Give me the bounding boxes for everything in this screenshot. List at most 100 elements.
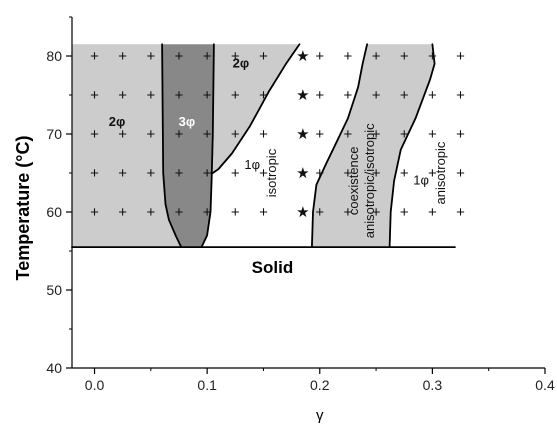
plus-marker-1: + <box>90 87 99 104</box>
region-label-0: 2φ <box>109 114 126 129</box>
plus-marker-39: + <box>315 204 324 221</box>
y-tick-label-4: 80 <box>46 48 62 64</box>
plus-marker-16: + <box>175 87 184 104</box>
plus-marker-59: + <box>428 204 437 221</box>
plus-marker-58: + <box>428 165 437 182</box>
plus-marker-64: + <box>456 204 465 221</box>
plus-marker-45: + <box>372 48 381 65</box>
plus-marker-26: + <box>231 87 240 104</box>
star-marker-4: ★ <box>296 204 309 221</box>
x-tick-label-3: 0.3 <box>423 377 443 393</box>
star-marker-3: ★ <box>296 165 309 182</box>
plus-marker-15: + <box>175 48 184 65</box>
plus-marker-19: + <box>175 204 184 221</box>
plus-marker-17: + <box>175 126 184 143</box>
plus-marker-50: + <box>400 48 409 65</box>
plus-marker-23: + <box>203 165 212 182</box>
plus-marker-10: + <box>146 48 155 65</box>
phase-boundaries <box>71 43 456 249</box>
plus-marker-54: + <box>400 204 409 221</box>
plus-marker-36: + <box>315 87 324 104</box>
y-axis-label: Temperature (°C) <box>13 136 33 281</box>
plus-marker-40: + <box>344 48 353 65</box>
phase-boundary-4 <box>388 43 436 249</box>
plus-marker-49: + <box>372 204 381 221</box>
plus-marker-37: + <box>315 126 324 143</box>
plus-marker-8: + <box>118 165 127 182</box>
region-label-6: anisotropic/isotropic <box>362 123 377 238</box>
phase-boundary-3 <box>310 43 369 249</box>
plus-marker-41: + <box>344 87 353 104</box>
x-tick-label-2: 0.2 <box>310 377 330 393</box>
plus-marker-42: + <box>344 126 353 143</box>
plus-marker-12: + <box>146 126 155 143</box>
y-tick-label-3: 70 <box>46 126 62 142</box>
plus-marker-29: + <box>231 204 240 221</box>
plus-marker-24: + <box>203 204 212 221</box>
plus-marker-55: + <box>428 48 437 65</box>
y-tick-label-2: 60 <box>46 204 62 220</box>
x-tick-label-1: 0.1 <box>197 377 217 393</box>
plus-marker-31: + <box>259 87 268 104</box>
phase-region-1 <box>162 44 214 248</box>
region-label-9: Solid <box>252 258 294 277</box>
plus-marker-27: + <box>231 126 240 143</box>
plus-marker-18: + <box>175 165 184 182</box>
x-tick-label-0: 0.0 <box>85 377 105 393</box>
x-tick-label-4: 0.4 <box>535 377 555 393</box>
plus-marker-51: + <box>400 87 409 104</box>
plus-marker-7: + <box>118 126 127 143</box>
plus-marker-14: + <box>146 204 155 221</box>
plus-marker-32: + <box>259 126 268 143</box>
plus-marker-33: + <box>259 165 268 182</box>
plus-marker-35: + <box>315 48 324 65</box>
plus-marker-5: + <box>118 48 127 65</box>
plus-marker-53: + <box>400 165 409 182</box>
plus-marker-0: + <box>90 48 99 65</box>
plus-marker-46: + <box>372 87 381 104</box>
plus-marker-28: + <box>231 165 240 182</box>
plus-marker-3: + <box>90 165 99 182</box>
plus-marker-25: + <box>231 48 240 65</box>
data-markers: + + + + + + + + + + + + + + + + + + + + + + + + + + + + + + + + + + + + + + + +… <box>90 48 465 221</box>
plus-marker-30: + <box>259 48 268 65</box>
phase-region-3 <box>311 44 435 248</box>
plus-marker-61: + <box>456 87 465 104</box>
plus-marker-34: + <box>259 204 268 221</box>
phase-boundary-0 <box>161 43 183 249</box>
plus-marker-62: + <box>456 126 465 143</box>
plus-marker-21: + <box>203 87 212 104</box>
axis-ticks: 0.0 0.1 0.2 0.3 0.4 40 50 60 70 80 <box>46 16 555 393</box>
region-label-3: 1φ <box>244 157 260 172</box>
plus-marker-6: + <box>118 87 127 104</box>
region-label-5: coexistence <box>346 146 361 215</box>
region-label-2: 2φ <box>233 56 250 71</box>
plus-marker-38: + <box>315 165 324 182</box>
plus-marker-4: + <box>90 204 99 221</box>
region-label-7: 1φ <box>413 173 429 188</box>
star-marker-2: ★ <box>296 126 309 143</box>
y-tick-label-0: 40 <box>46 360 62 376</box>
region-label-8: anisotropic <box>433 141 448 204</box>
plus-marker-11: + <box>146 87 155 104</box>
x-axis-label: γ <box>316 407 324 424</box>
plus-marker-22: + <box>203 126 212 143</box>
phase-boundary-1 <box>200 43 215 249</box>
plus-marker-63: + <box>456 165 465 182</box>
phase-region-0 <box>72 44 182 248</box>
plus-marker-60: + <box>456 48 465 65</box>
region-label-1: 3φ <box>179 114 196 129</box>
plus-marker-52: + <box>400 126 409 143</box>
y-tick-label-1: 50 <box>46 282 62 298</box>
plus-marker-20: + <box>203 48 212 65</box>
star-marker-0: ★ <box>296 48 309 65</box>
plus-marker-57: + <box>428 126 437 143</box>
plus-marker-2: + <box>90 126 99 143</box>
plus-marker-43: + <box>344 165 353 182</box>
plus-marker-13: + <box>146 165 155 182</box>
phase-boundary-2 <box>211 43 301 174</box>
plus-marker-47: + <box>372 126 381 143</box>
plus-marker-56: + <box>428 87 437 104</box>
star-marker-1: ★ <box>296 87 309 104</box>
